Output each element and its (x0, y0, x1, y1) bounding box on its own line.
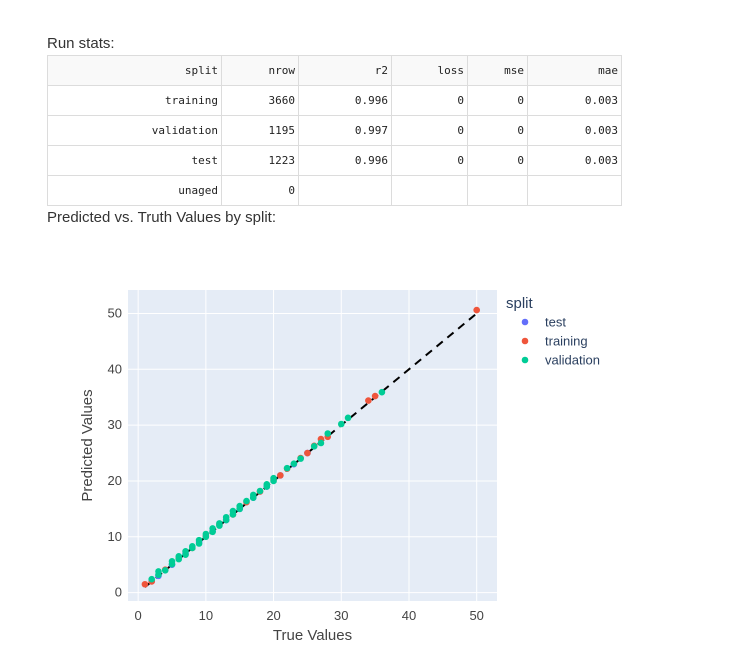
legend-label-validation: validation (545, 353, 600, 368)
x-tick-label: 10 (199, 608, 213, 623)
legend-label-test: test (545, 315, 566, 330)
data-point-validation (337, 420, 345, 428)
data-point-training (277, 472, 284, 479)
data-point-training (304, 449, 311, 457)
table-row: validation 1195 0.997 0 0 0.003 (47, 115, 622, 146)
data-point-validation (317, 439, 325, 447)
run-stats-table: split nrow r2 loss mse mae training 3660… (47, 55, 622, 206)
table-cell: 0.003 (527, 145, 622, 176)
data-point-training (371, 392, 379, 400)
data-point-validation (324, 430, 332, 437)
data-point-validation (155, 568, 162, 575)
data-point-validation (209, 525, 216, 532)
data-point-validation (249, 491, 257, 499)
data-point-validation (202, 530, 210, 538)
y-tick-label: 0 (115, 585, 122, 600)
table-row: unaged 0 (47, 175, 622, 206)
data-point-training (141, 580, 149, 588)
data-point-validation (236, 502, 244, 510)
data-point-validation (222, 513, 230, 521)
data-point-validation (378, 388, 386, 396)
data-point-validation (344, 414, 352, 422)
x-axis-title: True Values (273, 627, 352, 644)
data-point-training (365, 397, 372, 404)
data-point-validation (175, 553, 183, 560)
table-cell: 0 (221, 175, 299, 206)
data-point-validation (216, 520, 223, 527)
data-point-validation (168, 558, 176, 565)
table-cell (527, 175, 622, 206)
header-nrow: nrow (221, 55, 299, 86)
legend-marker-training (521, 337, 529, 345)
header-loss: loss (391, 55, 468, 86)
data-point-validation (229, 507, 237, 515)
table-cell (391, 175, 468, 206)
data-point-validation (161, 566, 169, 574)
y-tick-label: 20 (108, 473, 122, 488)
table-cell: 0.997 (298, 115, 392, 146)
data-points (141, 306, 480, 588)
table-header-row: split nrow r2 loss mse mae (47, 55, 622, 86)
table-cell: unaged (47, 175, 222, 206)
run-stats-title: Run stats: (47, 35, 115, 52)
table-cell: 0.996 (298, 145, 392, 176)
x-tick-label: 50 (469, 608, 483, 623)
table-cell (298, 175, 392, 206)
table-cell: 0 (391, 115, 468, 146)
data-point-validation (182, 548, 189, 555)
data-point-validation (256, 487, 264, 495)
legend-marker-validation (521, 356, 529, 364)
data-point-validation (297, 455, 304, 462)
data-point-training (473, 306, 480, 314)
y-tick-label: 40 (108, 361, 122, 376)
legend: split test training validation (506, 295, 600, 368)
data-point-validation (195, 536, 203, 544)
tick-labels: 0 10 20 30 40 50 0 10 20 30 40 50 (108, 305, 484, 623)
y-tick-label: 30 (108, 417, 122, 432)
data-point-validation (243, 497, 250, 505)
data-point-validation (283, 464, 291, 472)
data-point-validation (263, 481, 271, 488)
table-cell: training (47, 85, 222, 116)
table-cell: 3660 (221, 85, 299, 116)
x-tick-label: 40 (402, 608, 416, 623)
plot-title: Predicted vs. Truth Values by split: (47, 209, 276, 226)
data-point-validation (310, 443, 318, 450)
y-tick-label: 50 (108, 305, 122, 320)
data-point-validation (290, 460, 298, 467)
data-point-validation (270, 474, 277, 482)
x-tick-label: 0 (135, 608, 142, 623)
x-tick-label: 30 (334, 608, 348, 623)
data-point-validation (189, 542, 196, 550)
header-r2: r2 (298, 55, 392, 86)
table-cell: 1195 (221, 115, 299, 146)
grid-lines (128, 290, 497, 601)
header-mse: mse (467, 55, 528, 86)
legend-label-training: training (545, 334, 588, 349)
y-tick-label: 10 (108, 529, 122, 544)
legend-marker-test (521, 318, 529, 326)
data-point-validation (148, 575, 155, 583)
legend-title: split (506, 295, 534, 312)
x-tick-label: 20 (266, 608, 280, 623)
y-axis-title: Predicted Values (79, 389, 96, 501)
